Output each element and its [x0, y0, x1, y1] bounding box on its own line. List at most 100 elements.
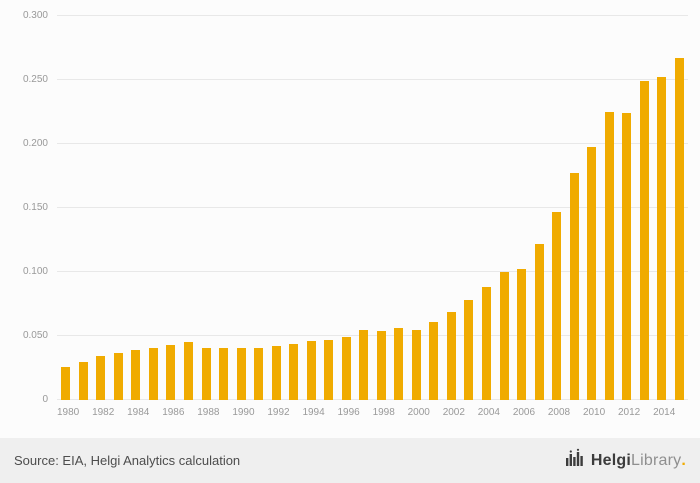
- x-axis-tick-label: [184, 400, 197, 418]
- gridline: [57, 207, 688, 208]
- bar-slot: [653, 16, 671, 400]
- gridline: [57, 335, 688, 336]
- bar-slot: [373, 16, 391, 400]
- x-axis-tick-label: 1996: [337, 407, 360, 418]
- bar-slot: [548, 16, 566, 400]
- bar: [552, 211, 562, 400]
- bar: [622, 113, 632, 400]
- footer: Source: EIA, Helgi Analytics calculation…: [0, 438, 700, 483]
- bar: [587, 146, 597, 400]
- y-axis-tick-label: 0.150: [22, 202, 48, 213]
- x-axis-tick-label: 2010: [582, 407, 606, 418]
- bar: [411, 329, 421, 400]
- bar: [604, 112, 614, 400]
- bar: [166, 344, 176, 400]
- x-axis-tick-label: [114, 400, 127, 418]
- x-axis-tick-label: [465, 400, 478, 418]
- bar-slot: [57, 16, 75, 400]
- bar-slot: [92, 16, 110, 400]
- gridline: [57, 15, 688, 16]
- bar: [517, 269, 527, 400]
- y-axis-tick-label: 0.050: [22, 330, 48, 341]
- bar-slot: [197, 16, 215, 400]
- bar: [289, 343, 299, 400]
- bar: [639, 81, 649, 400]
- bar: [61, 366, 71, 400]
- bar-slot: [250, 16, 268, 400]
- x-axis-tick-label: 1988: [197, 407, 220, 418]
- bar-slot: [636, 16, 654, 400]
- bar-slot: [460, 16, 478, 400]
- helgi-library-logo-icon: [565, 448, 585, 473]
- bar-slot: [478, 16, 496, 400]
- logo-text-library: Library: [631, 451, 682, 469]
- x-axis-tick-label: 1992: [267, 407, 290, 418]
- bar: [219, 347, 229, 400]
- x-axis-tick-label: [220, 400, 233, 418]
- x-axis-labels: 1980 1982 1984 1986 1988 1990 1992 1994 1996 1998…: [57, 400, 688, 418]
- bar-slot: [390, 16, 408, 400]
- gridline: [57, 271, 688, 272]
- x-axis-tick-label: 2012: [618, 407, 641, 418]
- x-axis-tick-label: 2002: [442, 407, 465, 418]
- x-axis-tick-label: [395, 400, 408, 418]
- x-axis-tick-label: [535, 400, 548, 418]
- bar: [569, 173, 579, 400]
- x-axis-tick-label: 1990: [232, 407, 255, 418]
- bar-slot: [425, 16, 443, 400]
- bar: [113, 352, 123, 400]
- bar: [482, 287, 492, 400]
- bar-slot: [408, 16, 426, 400]
- gridline: [57, 399, 688, 400]
- y-axis-tick-label: 0.200: [22, 138, 48, 149]
- x-axis-tick-label: [79, 400, 92, 418]
- x-axis-tick-label: [290, 400, 303, 418]
- bar: [324, 339, 334, 400]
- x-axis-tick-label: 2004: [477, 407, 500, 418]
- bar-slot: [180, 16, 198, 400]
- bar: [148, 347, 158, 400]
- logo-text-dot: .: [681, 451, 686, 469]
- gridline: [57, 79, 688, 80]
- bar-slot: [530, 16, 548, 400]
- bar: [183, 342, 193, 400]
- x-axis-tick-label: 2008: [547, 407, 571, 418]
- helgi-library-logo: HelgiLibrary.: [565, 448, 686, 473]
- x-axis-tick-label: [605, 400, 618, 418]
- bar: [429, 321, 439, 400]
- bar-slot: [320, 16, 338, 400]
- bar: [236, 347, 246, 400]
- x-axis-tick-label: 1986: [162, 407, 185, 418]
- bar: [446, 311, 456, 400]
- x-axis-tick-label: [149, 400, 162, 418]
- bar: [394, 328, 404, 400]
- x-axis-tick-label: [500, 400, 513, 418]
- bar: [657, 77, 667, 400]
- y-axis-tick-label: 0.250: [22, 74, 48, 85]
- bar: [376, 330, 386, 400]
- bar-slot: [285, 16, 303, 400]
- y-axis-tick-label: 0: [42, 394, 48, 405]
- bar-slot: [338, 16, 356, 400]
- x-axis-tick-label: 1984: [127, 407, 150, 418]
- bar: [78, 361, 88, 400]
- bar: [201, 347, 211, 400]
- bar: [341, 337, 351, 400]
- bar: [674, 58, 684, 400]
- bar-slot: [513, 16, 531, 400]
- bar: [131, 350, 141, 400]
- bar-slot: [618, 16, 636, 400]
- source-text: Source: EIA, Helgi Analytics calculation: [14, 453, 241, 468]
- bar-slot: [232, 16, 250, 400]
- bar-slot: [75, 16, 93, 400]
- x-axis-tick-label: 1982: [92, 407, 115, 418]
- x-axis-tick-label: [675, 400, 688, 418]
- bar: [96, 356, 106, 400]
- bar-slot: [565, 16, 583, 400]
- y-axis-tick-label: 0.100: [22, 266, 48, 277]
- bar-slot: [127, 16, 145, 400]
- x-axis-tick-label: [325, 400, 338, 418]
- x-axis-tick-label: [255, 400, 268, 418]
- x-axis-tick-label: 2000: [407, 407, 430, 418]
